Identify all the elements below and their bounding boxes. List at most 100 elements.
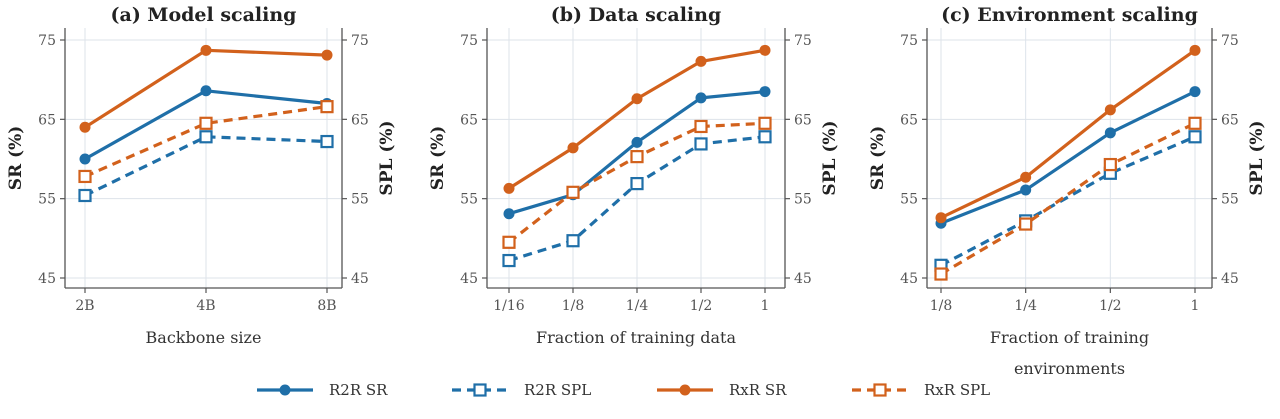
legend-marker-rxr-spl [873, 383, 887, 397]
y-axis-label: SR (%) [428, 126, 448, 191]
data-point-rxr-spl [78, 169, 92, 184]
legend-marker-r2r-spl [473, 383, 487, 397]
x-tick-label: 4B [196, 298, 215, 314]
y-tick-label: 45 [460, 271, 478, 287]
y2-tick-label: 55 [794, 192, 812, 208]
y2-tick-label: 65 [794, 112, 812, 128]
data-point-rxr-sr [1189, 44, 1201, 56]
y-tick-label: 65 [38, 112, 56, 128]
legend-label-rxr-sr: RxR SR [729, 381, 787, 399]
y2-tick-label: 55 [351, 192, 369, 208]
y2-axis-label: SPL (%) [377, 120, 397, 195]
data-point-r2r-sr [1020, 184, 1032, 196]
data-point-r2r-sr [1189, 86, 1201, 98]
x-axis-label: Fraction of training [990, 328, 1149, 347]
y-tick-label: 55 [460, 192, 478, 208]
x-tick-label: 1/2 [1099, 298, 1122, 314]
legend-marker-rxr-sr [679, 384, 691, 396]
series-line-r2r-spl [84, 135, 328, 197]
x-tick-label: 1/16 [493, 298, 525, 314]
legend-label-r2r-spl: R2R SPL [524, 381, 591, 399]
x-tick-label: 1 [761, 298, 770, 314]
chart-title: (a) Model scaling [111, 4, 297, 26]
y-tick-label: 65 [460, 112, 478, 128]
x-axis-label: Fraction of training data [536, 328, 736, 347]
x-tick-label: 1 [1191, 298, 1200, 314]
series-line-rxr-spl [84, 105, 328, 178]
data-point-rxr-sr [79, 121, 91, 133]
y-tick-label: 75 [900, 33, 918, 49]
data-point-r2r-sr [759, 86, 771, 98]
y-tick-label: 45 [900, 271, 918, 287]
data-point-rxr-spl [758, 116, 772, 130]
x-tick-label: 1/2 [690, 298, 713, 314]
y-tick-label: 75 [460, 33, 478, 49]
data-point-r2r-sr [79, 153, 91, 165]
data-point-rxr-sr [631, 93, 643, 105]
data-point-r2r-sr [1104, 127, 1116, 139]
series-line-r2r-sr [940, 90, 1196, 225]
data-point-rxr-spl [320, 100, 334, 114]
y2-tick-label: 45 [351, 271, 369, 287]
series-line-rxr-sr [940, 48, 1196, 220]
x-tick-label: 1/8 [562, 298, 585, 314]
y2-tick-label: 45 [794, 271, 812, 287]
data-point-r2r-spl [566, 234, 580, 248]
y-axis-label: SR (%) [868, 126, 888, 191]
data-point-rxr-spl [566, 185, 580, 199]
data-point-rxr-spl [502, 235, 516, 249]
data-point-rxr-spl [1103, 157, 1117, 172]
y2-tick-label: 75 [794, 33, 812, 49]
data-point-rxr-spl [934, 267, 948, 281]
chart-title: (b) Data scaling [551, 4, 721, 26]
y2-tick-label: 55 [1221, 192, 1239, 208]
chart-panel-3: 45 45 55 55 65 65 75 75 1/8 1/4 1/2 1 (c) Environmen… [868, 4, 1267, 378]
data-point-rxr-sr [1020, 171, 1032, 183]
data-point-rxr-sr [200, 44, 212, 56]
y2-axis-label: SPL (%) [820, 120, 840, 195]
x-axis-label: Backbone size [146, 328, 262, 347]
data-point-r2r-sr [503, 208, 515, 220]
data-point-rxr-spl [1188, 116, 1202, 130]
data-point-rxr-sr [759, 44, 771, 56]
data-point-r2r-sr [631, 136, 643, 148]
x-tick-label: 8B [317, 298, 336, 314]
data-point-rxr-sr [1104, 104, 1116, 116]
data-point-r2r-spl [502, 253, 516, 268]
data-point-rxr-spl [199, 116, 213, 130]
legend: R2R SR R2R SPL RxR SR RxR SPL [257, 381, 990, 399]
data-point-rxr-sr [567, 142, 579, 154]
x-tick-label: 1/4 [626, 298, 649, 314]
data-point-r2r-spl [630, 176, 644, 191]
x-tick-label: 1/8 [930, 298, 953, 314]
data-point-rxr-sr [695, 55, 707, 67]
data-point-r2r-spl [320, 134, 334, 149]
legend-label-r2r-sr: R2R SR [329, 381, 388, 399]
data-point-r2r-sr [200, 85, 212, 97]
y2-tick-label: 45 [1221, 271, 1239, 287]
series-line-rxr-spl [940, 121, 1196, 276]
y2-tick-label: 75 [351, 33, 369, 49]
y2-tick-label: 65 [351, 112, 369, 128]
legend-label-rxr-spl: RxR SPL [924, 381, 990, 399]
y2-axis-label: SPL (%) [1247, 120, 1267, 195]
data-point-r2r-spl [199, 130, 213, 144]
data-point-rxr-sr [935, 212, 947, 224]
chart-title: (c) Environment scaling [941, 4, 1198, 26]
data-point-rxr-spl [630, 150, 644, 164]
data-point-rxr-spl [1019, 217, 1033, 231]
data-point-rxr-spl [694, 119, 708, 134]
y-tick-label: 65 [900, 112, 918, 128]
y-tick-label: 55 [38, 192, 56, 208]
y-axis-label: SR (%) [6, 126, 26, 191]
x-tick-label: 2B [75, 298, 94, 314]
data-point-r2r-spl [1188, 130, 1202, 144]
data-point-r2r-sr [695, 92, 707, 104]
chart-panel-1: 45 45 55 55 65 65 75 75 2B 4B 8B (a) Model scaling B… [6, 4, 397, 347]
x-axis-label: environments [1014, 359, 1125, 378]
y-tick-label: 55 [900, 192, 918, 208]
y2-tick-label: 65 [1221, 112, 1239, 128]
data-point-r2r-spl [694, 137, 708, 151]
